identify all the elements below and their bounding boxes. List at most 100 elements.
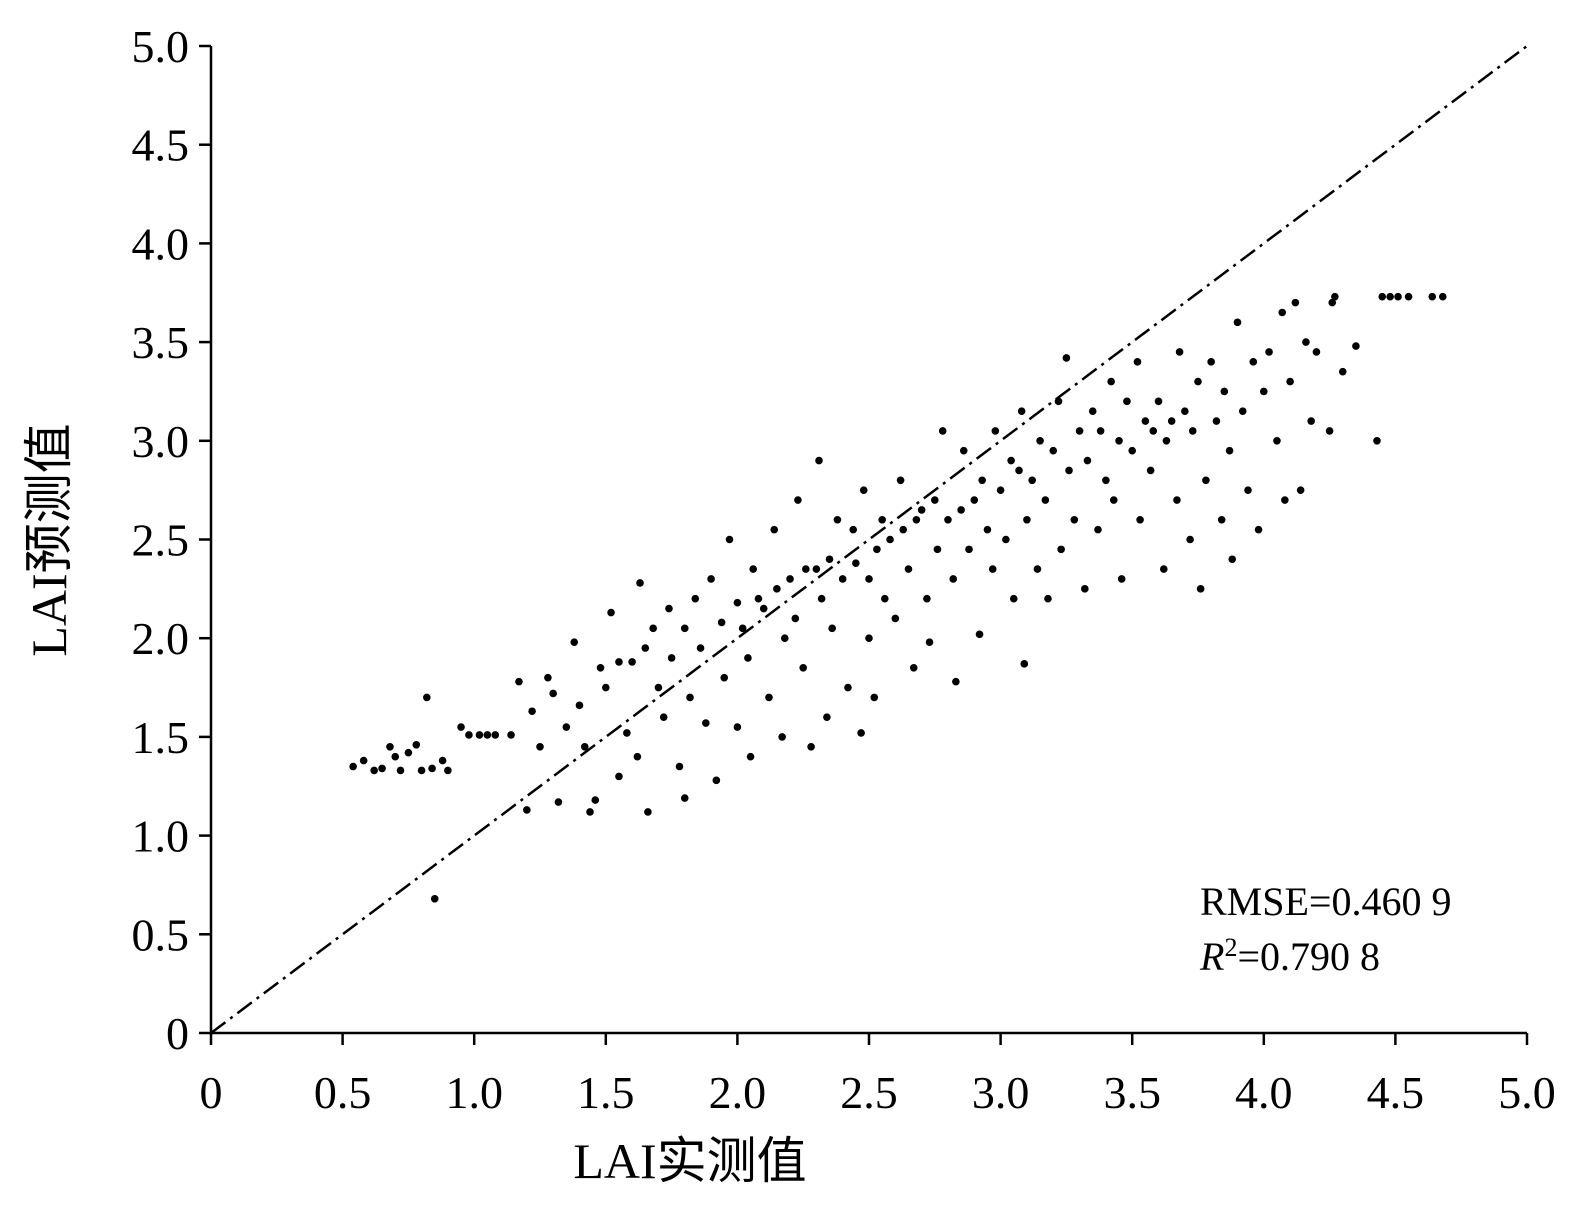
data-point bbox=[952, 677, 960, 686]
data-point bbox=[1296, 486, 1305, 494]
data-point bbox=[1352, 342, 1360, 350]
x-tick-label: 1.0 bbox=[445, 1067, 503, 1118]
data-point bbox=[644, 808, 652, 816]
data-point bbox=[1228, 555, 1237, 564]
data-point bbox=[562, 723, 571, 731]
data-point bbox=[1159, 565, 1168, 573]
data-point bbox=[917, 506, 926, 514]
data-point bbox=[988, 565, 997, 573]
data-point bbox=[1162, 437, 1171, 445]
data-point bbox=[1438, 292, 1447, 301]
data-point bbox=[1307, 417, 1315, 425]
data-point bbox=[1096, 427, 1105, 435]
r2-value: =0.790 8 bbox=[1237, 934, 1380, 979]
data-point bbox=[996, 486, 1005, 494]
data-point bbox=[817, 594, 826, 603]
data-point bbox=[1017, 407, 1026, 415]
data-point bbox=[1186, 535, 1194, 544]
data-point bbox=[438, 756, 447, 765]
data-point bbox=[554, 798, 563, 806]
data-point bbox=[1386, 292, 1394, 301]
data-point bbox=[1188, 427, 1197, 435]
data-point bbox=[667, 654, 676, 662]
data-point bbox=[833, 515, 842, 524]
data-point bbox=[423, 693, 431, 702]
data-point bbox=[1207, 358, 1215, 366]
data-point bbox=[696, 644, 705, 652]
data-point bbox=[691, 594, 700, 603]
data-point bbox=[733, 723, 742, 731]
data-point bbox=[1181, 407, 1189, 415]
data-point bbox=[873, 545, 881, 554]
data-point bbox=[1404, 292, 1413, 301]
data-point bbox=[1394, 292, 1402, 301]
data-point bbox=[680, 624, 689, 633]
data-point bbox=[1173, 496, 1181, 504]
data-point bbox=[1260, 387, 1268, 396]
data-point bbox=[580, 742, 589, 751]
data-point bbox=[959, 446, 968, 455]
data-point bbox=[396, 766, 405, 775]
data-point bbox=[749, 565, 757, 573]
data-point bbox=[770, 525, 779, 534]
data-point bbox=[865, 634, 873, 642]
data-point bbox=[965, 545, 973, 554]
x-tick-label: 0 bbox=[200, 1067, 223, 1118]
data-point bbox=[483, 731, 492, 739]
data-point bbox=[870, 693, 879, 702]
data-point bbox=[1049, 446, 1058, 455]
data-point bbox=[1036, 437, 1044, 445]
data-point bbox=[825, 555, 834, 564]
y-tick-label: 0 bbox=[166, 1008, 189, 1059]
data-point bbox=[528, 707, 536, 716]
data-point bbox=[1102, 476, 1110, 485]
data-point bbox=[1373, 437, 1381, 445]
x-tick-label: 3.5 bbox=[1103, 1067, 1161, 1118]
data-point bbox=[1338, 367, 1347, 376]
y-tick-label: 4.5 bbox=[132, 120, 190, 171]
data-point bbox=[1196, 585, 1205, 593]
data-point bbox=[659, 713, 668, 721]
data-point bbox=[1428, 292, 1437, 301]
y-tick-label: 3.0 bbox=[132, 416, 190, 467]
data-point bbox=[1062, 354, 1071, 362]
data-point bbox=[923, 594, 931, 603]
data-point bbox=[465, 731, 473, 739]
data-point bbox=[536, 742, 544, 751]
data-point bbox=[896, 476, 905, 485]
data-point bbox=[931, 496, 939, 504]
data-point bbox=[1278, 308, 1287, 317]
data-point bbox=[738, 624, 747, 633]
data-point bbox=[707, 575, 715, 583]
x-axis-label: LAI实测值 bbox=[573, 1133, 806, 1189]
data-point bbox=[1249, 358, 1258, 366]
data-point bbox=[1054, 397, 1063, 406]
data-point bbox=[575, 701, 584, 710]
y-tick-label: 4.0 bbox=[132, 218, 190, 269]
r2-annotation: R2=0.790 8 bbox=[1199, 933, 1380, 979]
data-point bbox=[857, 729, 865, 737]
data-point bbox=[1057, 545, 1065, 554]
data-point bbox=[975, 630, 984, 639]
data-point bbox=[549, 689, 557, 698]
data-point bbox=[1217, 515, 1226, 524]
data-point bbox=[773, 585, 781, 593]
data-point bbox=[725, 535, 734, 544]
data-point bbox=[636, 579, 644, 587]
data-point bbox=[475, 731, 484, 739]
data-point bbox=[386, 742, 394, 751]
data-point bbox=[746, 752, 755, 761]
data-point bbox=[1238, 407, 1247, 415]
data-point bbox=[780, 634, 789, 642]
y-tick-label: 1.0 bbox=[132, 811, 190, 862]
data-point bbox=[744, 654, 752, 662]
y-tick-label: 3.5 bbox=[132, 317, 190, 368]
data-point bbox=[596, 664, 605, 672]
data-point bbox=[791, 614, 800, 623]
data-point bbox=[717, 618, 726, 627]
data-point bbox=[1302, 338, 1310, 346]
data-point bbox=[702, 719, 710, 727]
data-point bbox=[1123, 397, 1131, 406]
